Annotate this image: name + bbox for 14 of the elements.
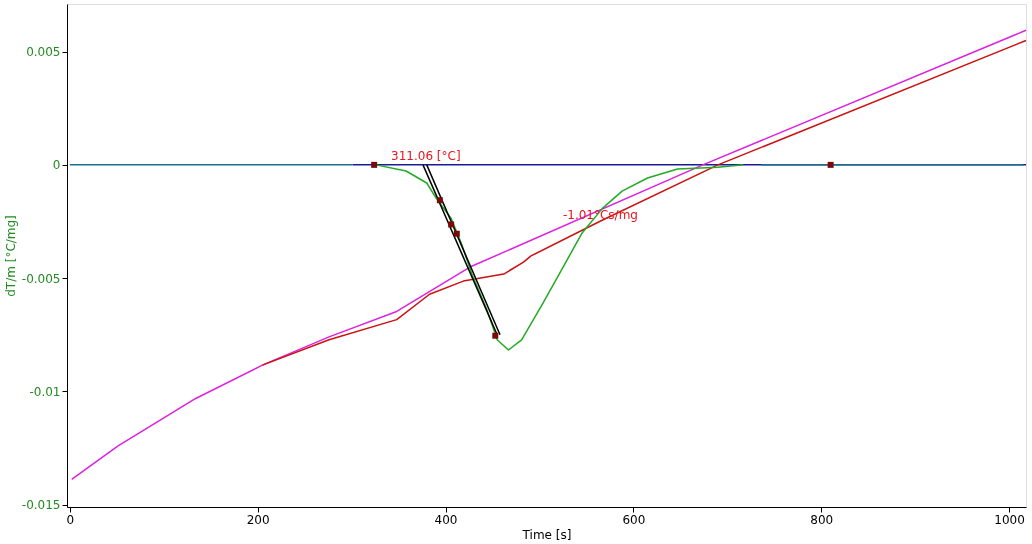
x-tick-label: 600 [622, 512, 646, 527]
y-tick-label: 0.005 [26, 45, 61, 60]
annotation: 311.06 [°C] [391, 148, 461, 163]
y-axis-title: dT/m [°C/mg] [3, 215, 18, 297]
x-axis-title: Time [s] [521, 527, 572, 542]
y-tick-label: -0.005 [21, 271, 61, 286]
x-tick-label: 800 [810, 512, 834, 527]
x-tick-label: 400 [434, 512, 458, 527]
x-tick-label: 1000 [994, 512, 1025, 527]
x-tick-label: 200 [246, 512, 270, 527]
y-tick-label: 0 [52, 158, 61, 173]
y-tick-label: -0.01 [29, 384, 61, 399]
y-tick-label: -0.015 [21, 498, 61, 513]
x-tick-label: 0 [66, 512, 75, 527]
